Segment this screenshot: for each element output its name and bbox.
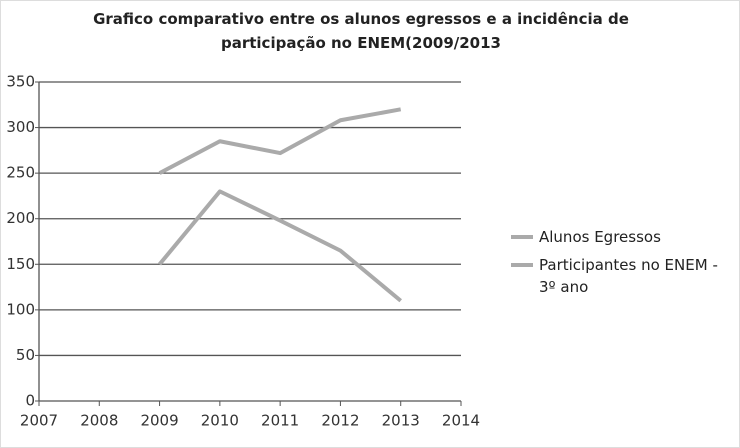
legend-label: Participantes no ENEM - 3º ano: [539, 256, 718, 296]
y-tick-label: 100: [6, 300, 35, 318]
y-tick-label: 300: [6, 118, 35, 136]
x-tick-label: 2014: [442, 412, 480, 430]
y-tick-label: 0: [25, 392, 35, 410]
x-tick-label: 2011: [261, 412, 299, 430]
chart-title: Grafico comparativo entre os alunos egre…: [93, 10, 629, 52]
y-tick-label: 250: [6, 164, 35, 182]
y-tick-label: 200: [6, 209, 35, 227]
x-tick-label: 2013: [382, 412, 420, 430]
series-line: [158, 107, 402, 175]
x-tick-label: 2012: [321, 412, 359, 430]
x-tick-label: 2009: [140, 412, 178, 430]
x-tick-label: 2007: [20, 412, 58, 430]
y-tick-label: 350: [6, 73, 35, 91]
y-tick-label: 50: [16, 346, 35, 364]
x-tick-label: 2010: [201, 412, 239, 430]
y-tick-label: 150: [6, 255, 35, 273]
legend-label: Alunos Egressos: [539, 228, 661, 246]
x-tick-label: 2008: [80, 412, 118, 430]
series-line: [158, 189, 402, 303]
